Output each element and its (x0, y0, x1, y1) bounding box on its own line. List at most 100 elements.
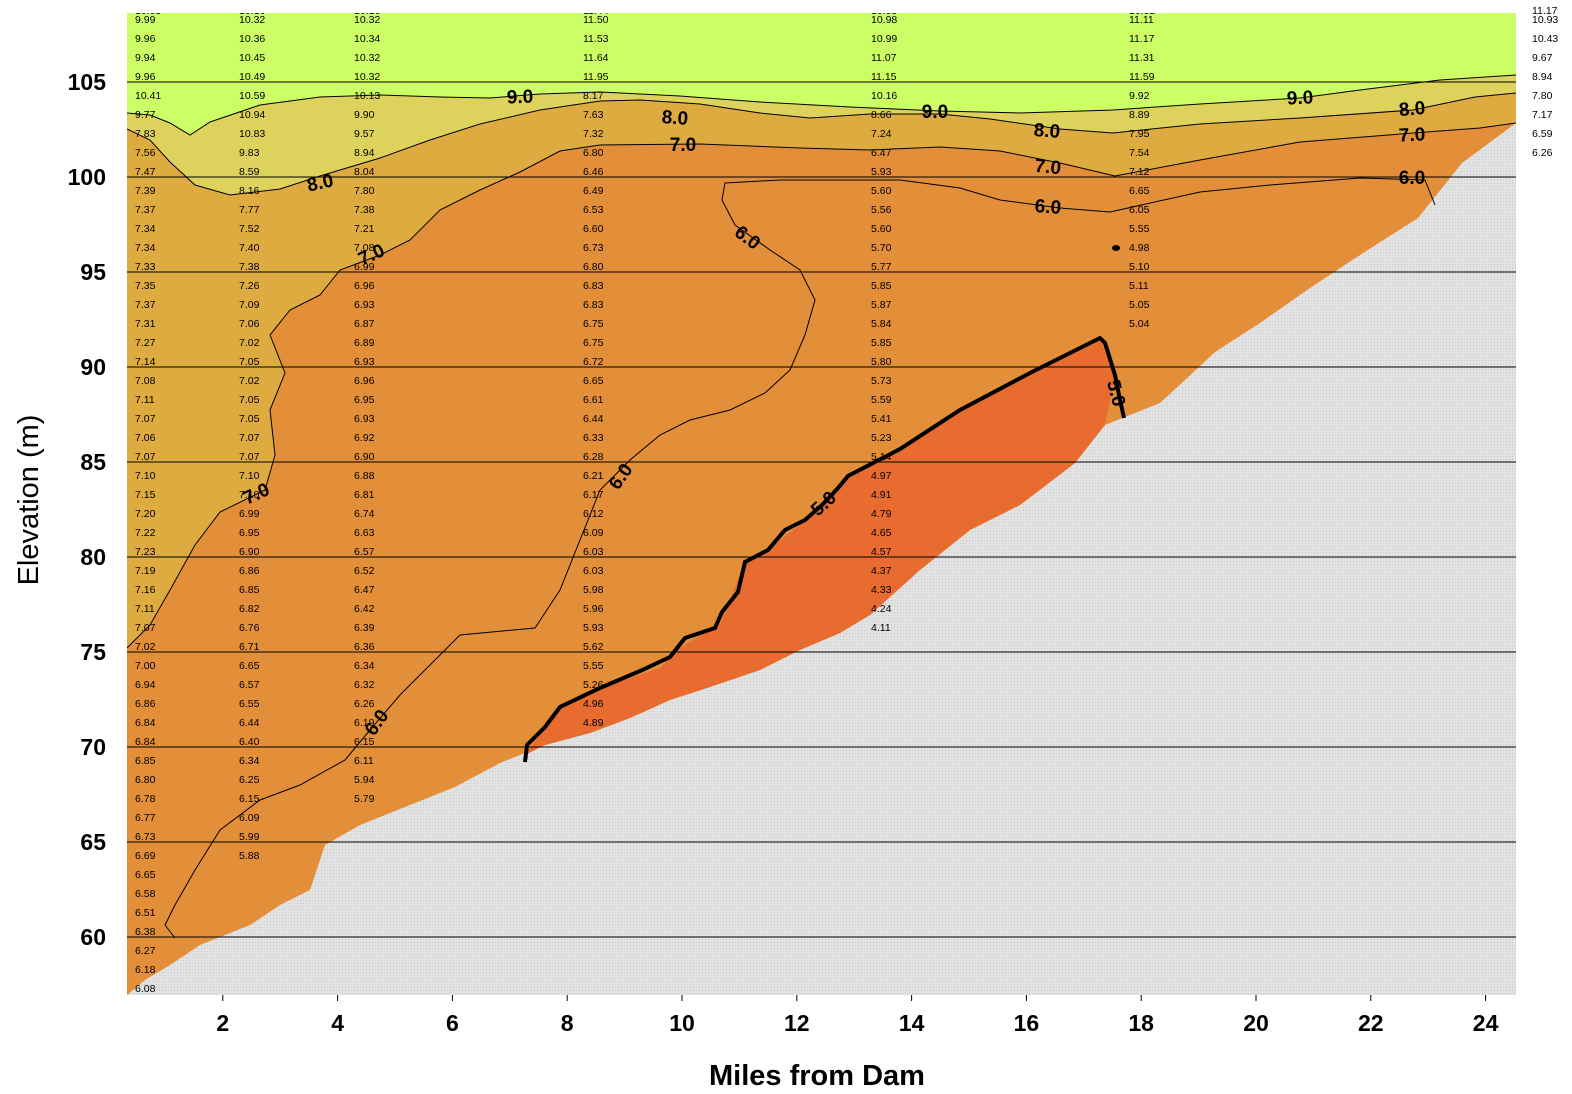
profile-value: 10.43 (1532, 33, 1558, 45)
profile-value: 9.83 (239, 147, 260, 159)
profile-value: 6.33 (583, 432, 604, 444)
profile-value: 7.07 (239, 451, 260, 463)
profile-value: 7.15 (135, 489, 156, 501)
profile-value: 7.02 (239, 375, 260, 387)
profile-value: 7.11 (135, 394, 155, 406)
profile-value: 6.58 (135, 888, 156, 900)
profile-value: 10.13 (354, 90, 380, 102)
profile-value: 7.95 (1129, 128, 1150, 140)
profile-value: 6.86 (135, 698, 156, 710)
profile-value: 6.77 (135, 812, 156, 824)
profile-value: 11.44 (583, 5, 609, 17)
profile-value: 5.41 (871, 413, 892, 425)
profile-value: 6.26 (1532, 147, 1553, 159)
profile-value: 5.62 (583, 641, 604, 653)
profile-value: 7.34 (135, 223, 156, 235)
profile-value: 7.07 (135, 451, 156, 463)
profile-value: 6.93 (354, 356, 375, 368)
profile-value: 4.24 (871, 603, 892, 615)
profile-value: 6.83 (583, 299, 604, 311)
profile-value: 6.82 (239, 603, 260, 615)
profile-value: 6.18 (135, 964, 156, 976)
profile-value: 4.89 (583, 717, 604, 729)
profile-value: 6.94 (135, 679, 156, 691)
profile-value: 10.92 (1129, 5, 1155, 17)
profile-value: 6.84 (135, 736, 156, 748)
profile-value: 4.37 (871, 565, 892, 577)
profile-value: 4.97 (871, 470, 892, 482)
profile-value: 10.32 (239, 14, 265, 26)
profile-value: 9.67 (1532, 52, 1553, 64)
profile-value: 7.09 (239, 299, 260, 311)
band-7-8 (127, 13, 1516, 648)
profile-value: 4.57 (871, 546, 892, 558)
contour-label-text: 8.0 (661, 107, 689, 130)
profile-value: 6.78 (135, 793, 156, 805)
profile-value: 7.05 (239, 356, 260, 368)
profile-value: 7.02 (239, 337, 260, 349)
profile-value: 7.14 (135, 356, 156, 368)
profile-value: 7.80 (354, 185, 375, 197)
profile-value: 6.52 (354, 565, 375, 577)
profile-value: 5.11 (1129, 280, 1149, 292)
profile-value: 5.73 (871, 375, 892, 387)
profile-value: 10.36 (239, 33, 265, 45)
profile-value: 10.98 (871, 14, 897, 26)
contour-line-5-spot (1112, 245, 1120, 251)
profile-value: 7.52 (239, 223, 260, 235)
profile-value: 6.76 (239, 622, 260, 634)
profile-value: 7.05 (239, 394, 260, 406)
profile-value: 11.59 (1129, 71, 1155, 83)
y-tick-label: 70 (80, 734, 106, 760)
profile-value: 6.80 (583, 261, 604, 273)
profile-value: 10.45 (239, 52, 265, 64)
profile-value: 6.90 (239, 546, 260, 558)
profile-value: 9.99 (135, 14, 156, 26)
contour-label-text: 9.0 (506, 87, 533, 109)
profile-value: 5.60 (871, 223, 892, 235)
contour-label-text: 8.0 (1398, 98, 1426, 121)
contour-line-9 (127, 74, 1516, 136)
profile-value: 5.85 (871, 280, 892, 292)
profile-value: 6.08 (135, 983, 156, 995)
profile-value: 5.59 (871, 394, 892, 406)
contour-label-text: 9.0 (1286, 87, 1313, 109)
profile-value: 6.96 (354, 375, 375, 387)
profile-value: 7.07 (135, 622, 156, 634)
contour-label: 7.0 (670, 135, 696, 156)
contour-label: 7.0 (1398, 124, 1425, 146)
profile-value: 6.61 (583, 394, 604, 406)
profile-value: 6.65 (135, 869, 156, 881)
profile-value: 6.53 (583, 204, 604, 216)
profile-value: 9.94 (135, 52, 156, 64)
x-tick-label: 16 (1014, 1010, 1040, 1036)
profile-value: 4.96 (583, 698, 604, 710)
contour-label-text: 7.0 (1398, 124, 1425, 146)
profile-value: 7.20 (135, 508, 156, 520)
profile-value: 6.47 (354, 584, 375, 596)
contour-label: 9.0 (1286, 87, 1313, 109)
profile-value: 7.26 (239, 280, 260, 292)
profile-value: 10.49 (239, 71, 265, 83)
profile-value: 5.55 (1129, 223, 1150, 235)
profile-value: 7.24 (871, 128, 892, 140)
profile-value: 5.14 (871, 451, 892, 463)
profile-value: 6.39 (354, 622, 375, 634)
profile-value: 5.10 (1129, 261, 1150, 273)
x-axis-title: Miles from Dam (709, 1060, 925, 1092)
profile-value: 10.83 (239, 128, 265, 140)
contour-line-8 (127, 92, 1516, 196)
profile-value: 7.22 (135, 527, 156, 539)
profile-value: 7.10 (135, 470, 156, 482)
profile-value: 7.39 (135, 185, 156, 197)
profile-value: 7.31 (135, 318, 156, 330)
profile-value: 6.49 (583, 185, 604, 197)
profile-value: 5.85 (871, 337, 892, 349)
profile-value: 6.65 (239, 660, 260, 672)
profile-value: 5.77 (871, 261, 892, 273)
profile-value: 6.38 (135, 926, 156, 938)
profile-value: 7.27 (135, 337, 156, 349)
profile-value: 6.51 (135, 907, 156, 919)
x-tick-label: 14 (899, 1010, 925, 1036)
profile-value: 4.11 (871, 622, 891, 634)
